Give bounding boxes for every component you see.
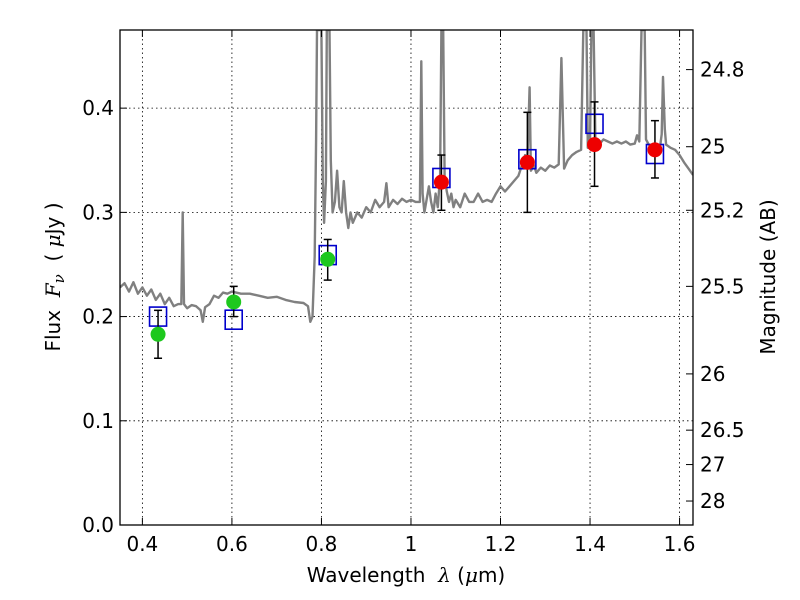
y-tick-label: 0.3 [82,200,114,224]
observed-flux-point [150,326,166,342]
y-axis-right-label: Magnitude (AB) [756,199,780,354]
mag-tick-label: 24.8 [700,58,745,82]
x-tick-label: 1.2 [485,532,517,556]
plot-clipped-group [120,30,693,360]
x-axis-label: Wavelength λ (μm) [307,563,506,587]
y-axis-label: Flux Fν ( μJy ) [41,202,68,351]
mag-tick-label: 27 [700,453,725,477]
mag-tick-label: 26.5 [700,418,745,442]
y-tick-label: 0.4 [82,96,114,120]
mag-tick-label: 25.2 [700,198,745,222]
y-tick-label: 0.0 [82,513,114,537]
observed-flux-point [320,251,336,267]
y-tick-label: 0.2 [82,305,114,329]
x-tick-label: 1 [405,532,418,556]
plot-frame [119,29,694,526]
x-tick-label: 0.8 [306,532,338,556]
observed-flux-point [433,174,449,190]
observed-flux-point [519,154,535,170]
axis-ticks: 0.4 0.6 0.8 1 1.2 1.4 1.6 0.0 0.1 0.2 0.3 0.4 24.8 25… [82,30,745,556]
mag-tick-label: 25 [700,135,725,159]
observed-flux-point [647,142,663,158]
x-tick-label: 0.6 [216,532,248,556]
x-tick-label: 1.4 [574,532,606,556]
mag-tick-label: 28 [700,489,725,513]
observed-flux-point [226,294,242,310]
plot-area [120,30,693,360]
y-tick-label: 0.1 [82,409,114,433]
observed-flux-point [587,137,603,153]
mag-tick-label: 26 [700,362,725,386]
mag-tick-label: 25.5 [700,274,745,298]
x-tick-label: 0.4 [126,532,158,556]
x-tick-label: 1.6 [664,532,696,556]
